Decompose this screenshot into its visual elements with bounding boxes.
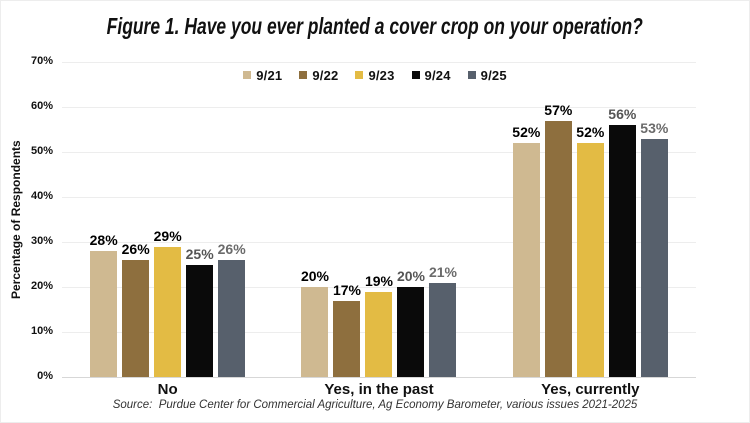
y-tick-label: 70% [30, 55, 53, 67]
gridline [62, 61, 696, 63]
bar-value-label: 52% [576, 124, 605, 140]
bar-9/25 [429, 282, 457, 377]
bar-value-label: 17% [332, 281, 361, 298]
x-axis-category-labels: No Yes, in the past Yes, currently [62, 381, 696, 398]
category-label: Yes, in the past [324, 381, 434, 398]
legend-label: 9/21 [256, 67, 283, 83]
bar-column: 19% [364, 62, 393, 377]
bar-groups: 28% 26% 29% 25% 26% 20% 17% 19% 20% 21% 52% 57% 52% 5… [62, 62, 696, 377]
gridline [62, 196, 696, 198]
category-label: Yes, currently [541, 381, 640, 398]
bar-9/21 [301, 287, 329, 377]
legend-item-9/22: 9/22 [299, 68, 338, 83]
bar-value-label: 28% [89, 232, 118, 248]
gridline [62, 151, 696, 153]
legend-item-9/25: 9/25 [467, 67, 507, 83]
y-axis-ticks: 0% 10% 20% 30% 40% 50% 60% 70% [0, 56, 55, 382]
bar-value-label: 25% [185, 245, 214, 262]
gridline [62, 241, 696, 243]
bar-value-label: 20% [300, 268, 329, 284]
bar-9/21 [512, 143, 540, 377]
bar-column: 20% [396, 62, 425, 377]
source-note: Source: Purdue Center for Commercial Agr… [112, 399, 638, 411]
bar-column: 28% [89, 62, 118, 377]
y-tick-label: 20% [30, 280, 53, 293]
legend-swatch-icon [355, 71, 364, 79]
bar-column: 56% [608, 62, 637, 377]
legend: 9/21 9/22 9/23 9/24 9/25 [0, 66, 750, 84]
bar-column: 52% [576, 62, 605, 377]
legend-item-9/24: 9/24 [411, 67, 451, 83]
legend-label: 9/22 [312, 67, 339, 83]
plot-area: 28% 26% 29% 25% 26% 20% 17% 19% 20% 21% 52% 57% 52% 5… [62, 61, 696, 378]
bar-value-label: 56% [608, 106, 637, 122]
y-tick-label: 50% [30, 145, 53, 157]
bar-column: 57% [544, 62, 573, 377]
bar-column: 25% [185, 62, 214, 377]
category-label: No [157, 381, 178, 398]
bar-group-2: 52% 57% 52% 56% 53% [485, 62, 696, 377]
bar-column: 26% [217, 62, 246, 377]
bar-value-label: 57% [544, 101, 573, 118]
y-tick-label: 60% [30, 100, 53, 112]
bar-column: 52% [512, 62, 541, 377]
bar-9/24 [397, 287, 425, 377]
bar-value-label: 26% [121, 241, 150, 257]
bar-9/21 [90, 251, 118, 377]
legend-swatch-icon [411, 71, 420, 79]
y-tick-label: 30% [30, 235, 53, 247]
chart-title-text: Figure 1. Have you ever planted a cover … [106, 13, 644, 39]
bar-group-1: 20% 17% 19% 20% 21% [273, 62, 484, 377]
x-axis-baseline [62, 376, 696, 378]
legend-label: 9/25 [480, 67, 507, 83]
bar-value-label: 26% [217, 241, 246, 257]
bar-value-label: 52% [512, 124, 541, 140]
bar-9/25 [640, 138, 668, 377]
gridline [62, 106, 696, 108]
bar-9/23 [576, 143, 604, 377]
bar-value-label: 20% [396, 268, 425, 284]
legend-swatch-icon [299, 71, 308, 79]
chart-title: Figure 1. Have you ever planted a cover … [0, 13, 750, 40]
bar-value-label: 19% [364, 272, 393, 289]
bar-value-label: 53% [640, 119, 669, 136]
bar-column: 20% [300, 62, 329, 377]
bar-value-label: 21% [428, 263, 457, 280]
bar-column: 29% [153, 62, 182, 377]
gridline [62, 286, 696, 288]
bar-9/23 [154, 246, 182, 377]
bar-column: 21% [428, 62, 457, 377]
bar-9/25 [218, 260, 246, 377]
legend-swatch-icon [467, 71, 476, 79]
bar-column: 26% [121, 62, 150, 377]
bar-group-0: 28% 26% 29% 25% 26% [62, 62, 273, 377]
legend-swatch-icon [243, 71, 252, 79]
bar-9/22 [544, 120, 572, 377]
bar-column: 53% [640, 62, 669, 377]
bar-9/24 [608, 125, 636, 377]
y-tick-label: 40% [30, 190, 53, 203]
legend-label: 9/24 [424, 67, 451, 83]
bar-9/23 [365, 291, 393, 377]
legend-label: 9/23 [368, 67, 395, 83]
legend-item-9/23: 9/23 [355, 68, 394, 83]
bar-column: 17% [332, 62, 361, 377]
bar-9/22 [333, 300, 361, 377]
bar-9/22 [122, 260, 150, 377]
bar-9/24 [186, 264, 214, 377]
legend-item-9/21: 9/21 [243, 68, 282, 83]
bar-value-label: 29% [153, 227, 182, 244]
y-tick-label: 10% [30, 325, 53, 338]
y-tick-label: 0% [37, 370, 53, 382]
